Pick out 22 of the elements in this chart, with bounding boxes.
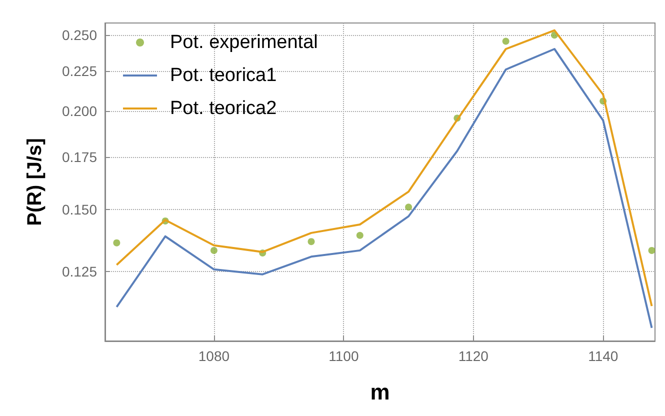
x-tick-label: 1120 — [458, 348, 489, 364]
y-tick-label: 0.200 — [62, 103, 98, 120]
y-axis-title: P(R) [J/s] — [24, 138, 46, 226]
y-tick-label: 0.225 — [62, 63, 98, 80]
legend-label: Pot. teorica2 — [170, 98, 277, 119]
x-tick-label: 1080 — [198, 348, 230, 364]
y-tick-label: 0.150 — [62, 201, 98, 218]
legend-label: Pot. teorica1 — [170, 65, 277, 86]
point — [502, 38, 510, 45]
point — [308, 238, 315, 246]
x-tick-label: 1140 — [588, 348, 618, 364]
y-tick-label: 0.250 — [62, 27, 98, 44]
point — [210, 246, 218, 254]
x-tick-label: 1100 — [328, 348, 359, 364]
point — [648, 246, 656, 254]
y-tick-label: 0.175 — [62, 148, 98, 165]
y-tick-label: 0.125 — [62, 264, 98, 280]
point — [356, 232, 364, 239]
legend-label: Pot. experimental — [170, 32, 318, 53]
x-axis-title: m — [370, 380, 390, 404]
point — [405, 204, 412, 211]
point — [113, 239, 120, 246]
